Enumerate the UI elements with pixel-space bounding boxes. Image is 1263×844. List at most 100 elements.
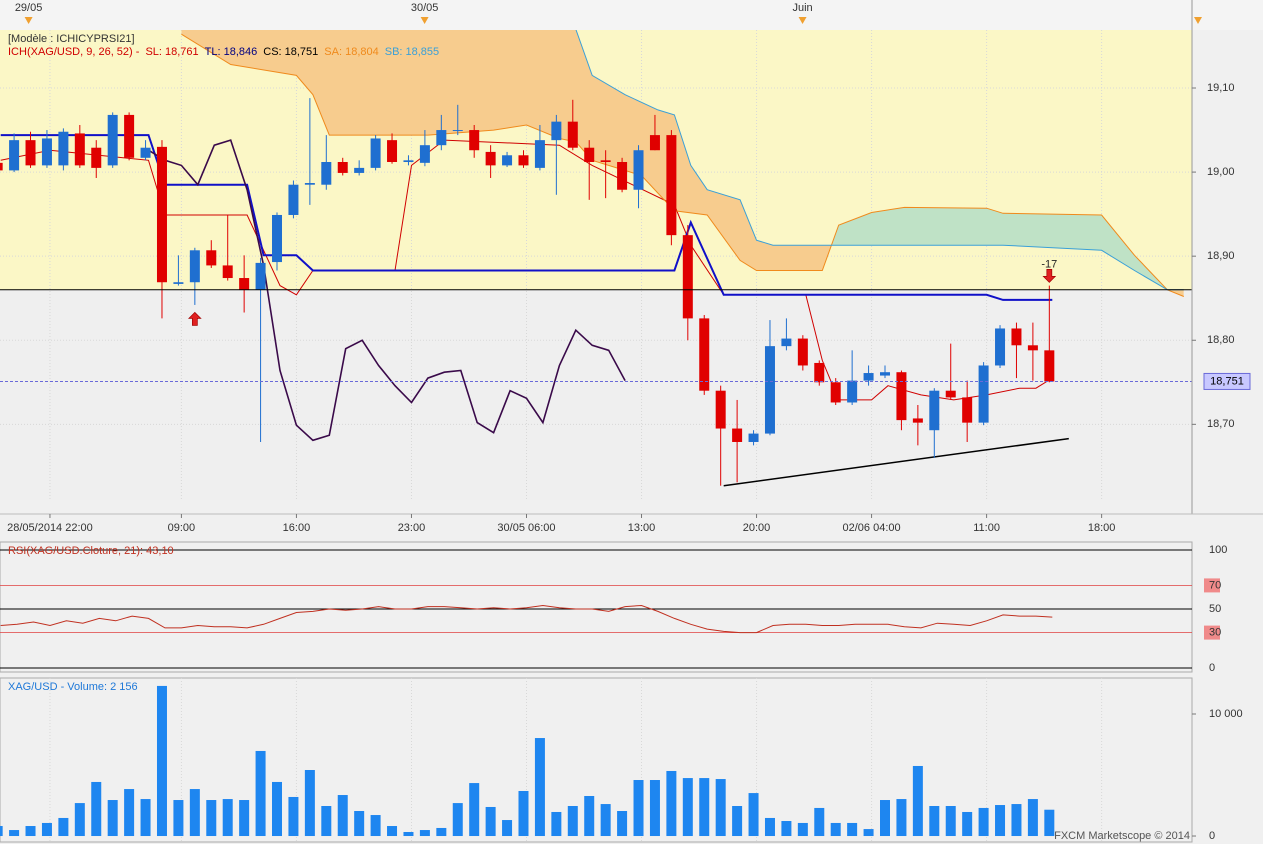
candle-body	[354, 167, 365, 173]
volume-bar	[781, 821, 792, 837]
candle-body	[91, 147, 102, 168]
volume-bar	[140, 799, 151, 837]
candle-body	[436, 130, 447, 146]
last-price-label: 18,751	[1210, 375, 1244, 387]
candle-body	[600, 160, 611, 163]
candle-body	[847, 380, 858, 403]
candle-body	[781, 338, 792, 347]
volume-bar	[25, 826, 36, 837]
candle-body	[880, 372, 891, 376]
volume-bar	[912, 765, 923, 837]
volume-bar	[0, 826, 3, 837]
volume-bar	[534, 738, 545, 837]
y-tick-label: 70	[1209, 579, 1221, 591]
volume-bar	[682, 778, 693, 837]
volume-bar	[1044, 809, 1055, 837]
volume-bar	[419, 830, 430, 837]
candle-body	[419, 145, 430, 163]
x-tick-label: 13:00	[628, 522, 656, 534]
volume-bar	[337, 795, 348, 837]
date-marker	[1194, 17, 1202, 24]
volume-bar	[699, 778, 710, 837]
volume-bar	[600, 804, 611, 837]
last-price-box	[1203, 372, 1251, 390]
candle-body	[945, 390, 956, 398]
volume-bar	[304, 770, 315, 837]
signal-label: -17	[1041, 258, 1057, 270]
volume-bar	[206, 800, 217, 837]
volume-bar	[255, 750, 266, 837]
date-label: Juin	[792, 2, 812, 14]
candle-body	[452, 130, 463, 132]
volume-bar	[929, 806, 940, 837]
candle-body	[978, 365, 989, 423]
candle-body	[633, 150, 644, 190]
footer: FXCM Marketscope © 2014	[1054, 830, 1190, 842]
volume-bar	[58, 817, 69, 837]
candle-body	[764, 346, 775, 434]
candle-body	[863, 373, 874, 381]
candle-body	[74, 133, 85, 166]
candle-body	[0, 162, 3, 171]
volume-bar	[617, 811, 628, 837]
candle-body	[584, 147, 595, 163]
y-tick-label: 18,70	[1207, 418, 1235, 430]
legend-entry: SA: 18,804	[324, 46, 378, 58]
candle-body	[830, 382, 841, 403]
candle-body	[699, 318, 710, 391]
plot-background	[0, 541, 1193, 673]
y-tick-label: 18,80	[1207, 334, 1235, 346]
y-tick-label: 0	[1209, 830, 1215, 842]
x-tick-label: 18:00	[1088, 522, 1116, 534]
legend-entry: CS: 18,751	[263, 46, 318, 58]
panel-title: RSI(XAG/USD.Cloture, 21): 43,10	[8, 545, 174, 557]
date-marker	[420, 17, 429, 24]
candle-body	[1027, 345, 1038, 351]
candle-body	[715, 390, 726, 429]
candle-body	[617, 162, 628, 190]
subtitle: [Modèle : ICHICYPRSI21]	[8, 33, 135, 45]
y-tick-label: 19,10	[1207, 82, 1235, 94]
signal-arrow	[1042, 269, 1057, 283]
indicator-line	[575, 30, 1184, 291]
volume-bar	[814, 807, 825, 837]
trend-line	[723, 437, 1069, 487]
candle-body	[140, 147, 151, 158]
volume-bar	[1011, 804, 1022, 837]
indicator-line	[181, 33, 1184, 297]
level-box	[1204, 578, 1220, 593]
x-tick-label: 16:00	[283, 522, 311, 534]
date-label: 29/05	[15, 2, 43, 14]
volume-bar	[732, 806, 743, 837]
x-tick-label: 09:00	[168, 522, 196, 534]
candle-body	[1044, 350, 1055, 382]
candle-body	[41, 138, 52, 166]
volume-bar	[469, 783, 480, 837]
volume-bar	[518, 790, 529, 837]
candle-body	[321, 162, 332, 185]
volume-bar	[830, 822, 841, 837]
volume-bar	[321, 806, 332, 837]
candle-body	[534, 140, 545, 168]
rsi-line	[0, 604, 1053, 634]
volume-bar	[387, 826, 398, 837]
volume-bar	[189, 789, 200, 837]
y-tick-label: 18,90	[1207, 250, 1235, 262]
y-tick-label: 10 000	[1209, 708, 1243, 720]
volume-bar	[649, 780, 660, 837]
volume-bar	[74, 803, 85, 837]
volume-bar	[633, 780, 644, 837]
volume-bar	[666, 770, 677, 837]
y-tick-label: 100	[1209, 544, 1227, 556]
candle-body	[25, 140, 36, 166]
legend: ICH(XAG/USD, 9, 26, 52) - SL: 18,761 TL: 1…	[8, 46, 439, 58]
candle-body	[9, 140, 20, 171]
x-tick-label: 23:00	[398, 522, 426, 534]
candle-body	[370, 138, 381, 168]
candle-body	[567, 121, 578, 148]
volume-bar	[107, 800, 118, 837]
candle-body	[929, 390, 940, 431]
volume-bar	[896, 799, 907, 837]
